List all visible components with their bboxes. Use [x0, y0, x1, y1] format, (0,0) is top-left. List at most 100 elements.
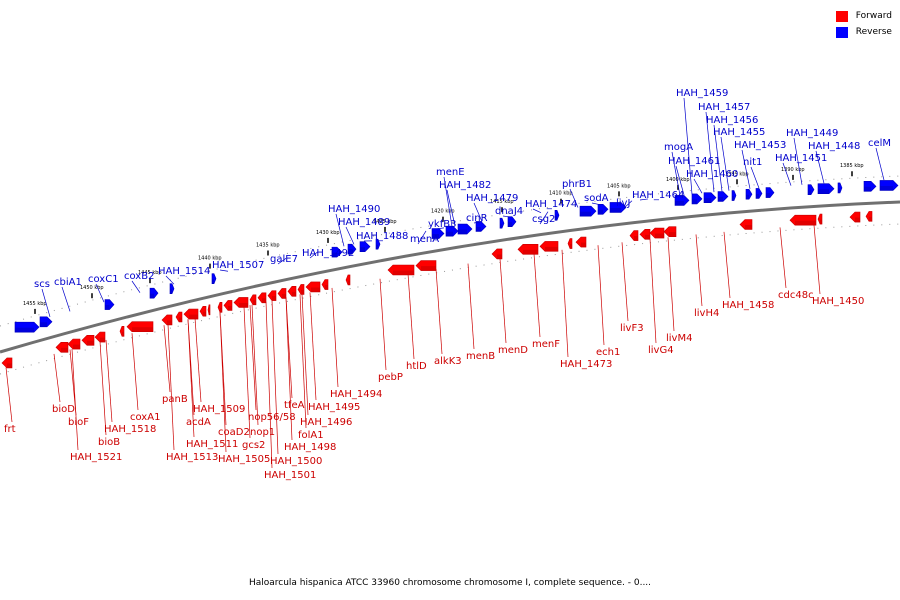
label-leader-line — [473, 202, 483, 222]
forward-gene-label: nop1 — [250, 427, 275, 438]
forward-gene-arrow — [567, 238, 573, 249]
forward-gene-arrow — [199, 305, 207, 317]
label-leader-line — [219, 311, 227, 453]
forward-gene-label: cdc48c — [778, 290, 814, 301]
reverse-gene-label: HAH_1489 — [338, 217, 390, 228]
label-leader-line — [723, 231, 731, 299]
reverse-gene-label: mogA — [664, 142, 693, 153]
label-leader-line — [750, 166, 760, 189]
reverse-gene-arrow — [674, 195, 690, 206]
label-leader-line — [219, 269, 229, 272]
reverse-gene-arrow — [104, 299, 115, 310]
forward-gene-arrow — [233, 297, 249, 308]
reverse-gene-arrow — [554, 209, 560, 221]
label-leader-line — [671, 151, 681, 196]
forward-gene-arrow — [175, 311, 183, 323]
reverse-gene-arrow — [475, 221, 487, 232]
forward-gene-arrow — [67, 338, 81, 350]
forward-gene-label: HAH_1505 — [218, 454, 270, 465]
label-leader-line — [277, 258, 287, 265]
label-leader-line — [793, 137, 803, 185]
reverse-gene-arrow — [457, 223, 473, 235]
forward-gene-arrow — [81, 334, 95, 346]
label-leader-line — [591, 202, 601, 206]
forward-gene-label: panB — [162, 394, 188, 405]
label-leader-line — [41, 288, 51, 318]
reverse-gene-label: HAH_1479 — [466, 193, 518, 204]
forward-gene-label: HAH_1450 — [812, 296, 864, 307]
label-leader-line — [683, 97, 693, 195]
label-leader-line — [271, 300, 279, 455]
forward-swatch-icon — [835, 10, 848, 22]
forward-gene-arrow — [739, 219, 753, 230]
reverse-gene-arrow — [507, 216, 517, 228]
forward-gene-arrow — [415, 260, 437, 271]
reverse-gene-arrow — [211, 273, 217, 284]
reverse-gene-arrow — [703, 192, 717, 203]
label-leader-line — [95, 283, 105, 303]
label-leader-line — [99, 341, 107, 436]
reverse-swatch-icon — [835, 26, 848, 38]
forward-track-guide — [0, 223, 900, 375]
reverse-gene-label: livJ — [616, 198, 630, 209]
label-leader-line — [741, 149, 751, 189]
forward-gene-arrow — [849, 211, 861, 223]
label-leader-line — [301, 293, 309, 416]
reverse-gene-arrow — [499, 217, 505, 229]
reverse-gene-arrow — [331, 246, 343, 258]
scale-tick-label: 1435 kbp — [256, 242, 280, 248]
scale-tick-label: 1440 kbp — [198, 256, 222, 262]
forward-gene-arrow — [491, 248, 503, 260]
reverse-gene-label: HAH_1451 — [775, 153, 827, 164]
forward-gene-label: coxA1 — [130, 412, 160, 423]
forward-gene-arrow — [257, 292, 267, 304]
forward-gene-arrow — [297, 284, 305, 295]
forward-gene-label: htlD — [406, 361, 427, 372]
forward-gene-arrow — [223, 300, 233, 311]
forward-gene-label: livH4 — [694, 308, 719, 319]
label-leader-line — [446, 189, 456, 227]
legend-reverse-label: Reverse — [855, 27, 892, 37]
reverse-gene-arrow — [745, 188, 753, 200]
forward-gene-label: HAH_1518 — [104, 424, 156, 435]
reverse-gene-label: HAH_1457 — [698, 102, 750, 113]
label-leader-line — [705, 111, 715, 193]
label-leader-line — [309, 292, 317, 401]
label-leader-line — [131, 280, 141, 293]
forward-gene-arrow — [207, 304, 211, 316]
reverse-gene-label: HAH_1490 — [328, 204, 380, 215]
forward-gene-label: HAH_1495 — [308, 402, 360, 413]
forward-gene-arrow — [321, 279, 329, 290]
reverse-gene-label: sodA — [584, 193, 609, 204]
forward-gene-label: frt — [4, 424, 16, 435]
label-leader-line — [443, 176, 453, 227]
forward-gene-label: HAH_1509 — [193, 404, 245, 415]
label-leader-line — [407, 273, 415, 360]
forward-gene-arrow — [217, 301, 223, 313]
label-leader-line — [720, 136, 730, 191]
forward-gene-label: HAH_1458 — [722, 300, 774, 311]
reverse-gene-label: coxC1 — [88, 274, 119, 285]
label-leader-line — [61, 286, 71, 312]
forward-gene-arrow — [639, 229, 651, 240]
label-leader-line — [561, 249, 569, 358]
label-leader-line — [309, 251, 319, 259]
scale-tick-label: 1445 kbp — [138, 270, 162, 276]
reverse-gene-label: HAH_1449 — [786, 128, 838, 139]
forward-gene-label: HAH_1521 — [70, 452, 122, 463]
scale-tick-label: 1410 kbp — [549, 191, 573, 197]
label-leader-line — [265, 301, 273, 469]
label-leader-line — [569, 188, 579, 208]
reverse-gene-label: HAH_1456 — [706, 115, 758, 126]
forward-gene-label: livG4 — [648, 345, 674, 356]
forward-gene-arrow — [1, 357, 13, 369]
forward-gene-label: menD — [498, 345, 528, 356]
label-leader-line — [167, 324, 175, 451]
reverse-gene-label: ykfB3 — [428, 219, 456, 230]
forward-gene-arrow — [119, 326, 125, 337]
scale-tick-label: 1420 kbp — [431, 209, 455, 215]
label-leader-line — [165, 275, 175, 285]
forward-gene-label: menB — [466, 351, 495, 362]
reverse-gene-arrow — [807, 184, 815, 195]
label-leader-line — [345, 226, 355, 245]
